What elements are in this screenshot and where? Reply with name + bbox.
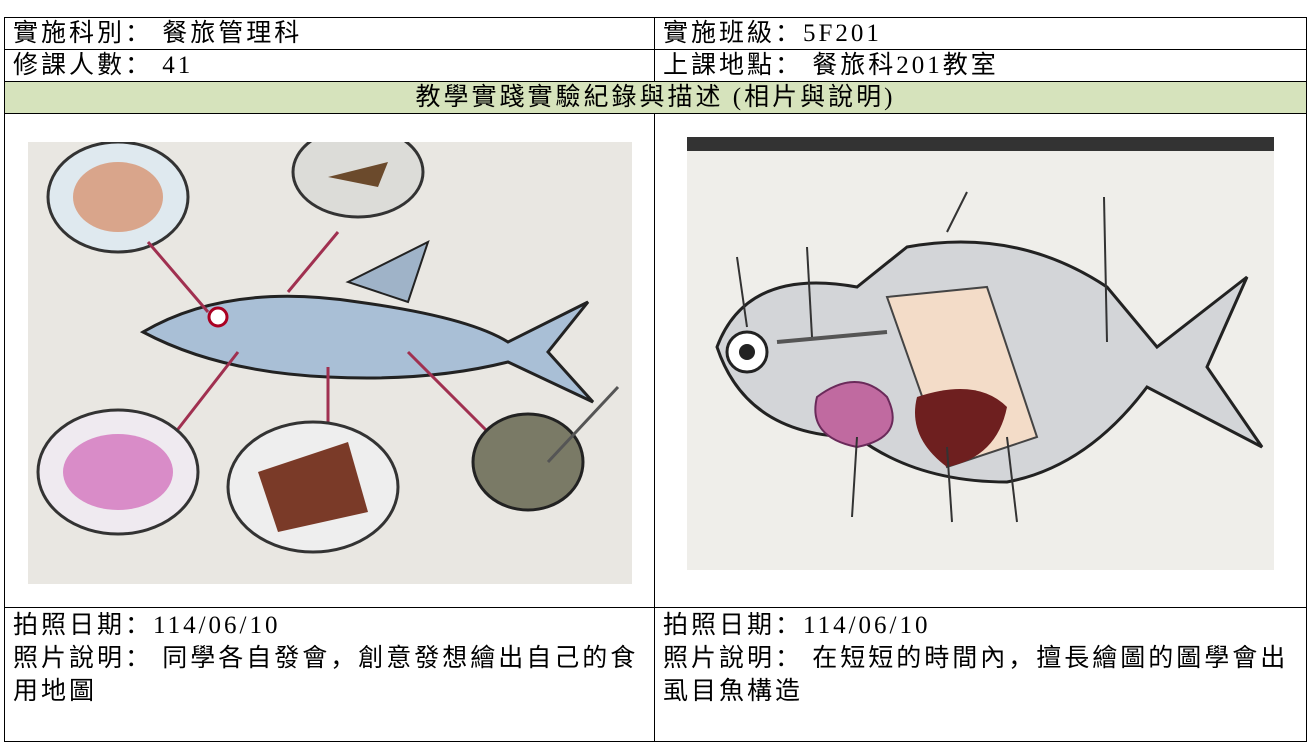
photo-caption: 照片說明： 在短短的時間內，擅長繪圖的圖學會出虱目魚構造 (663, 645, 1289, 705)
table-row: 實施科別： 餐旅管理科 實施班級：5F201 (4, 17, 1307, 50)
table-row: 修課人數： 41 上課地點： 餐旅科201教室 (4, 49, 1307, 82)
photo-description: 拍照日期：114/06/10 照片說明： 在短短的時間內，擅長繪圖的圖學會出虱目… (654, 607, 1307, 742)
photo (687, 137, 1274, 570)
photo-row (4, 113, 1307, 608)
record-table: 實施科別： 餐旅管理科 實施班級：5F201 修課人數： 41 上課地點： 餐旅… (4, 17, 1307, 742)
photo-date: 拍照日期：114/06/10 (663, 612, 931, 639)
photo-cell (4, 113, 655, 608)
photo-cell (654, 113, 1307, 608)
photo (27, 141, 632, 584)
photo-date: 拍照日期：114/06/10 (13, 612, 281, 639)
photo-caption: 照片說明： 同學各自發會，創意發想繪出自己的食用地圖 (13, 645, 639, 705)
photo-description: 拍照日期：114/06/10 照片說明： 同學各自發會，創意發想繪出自己的食用地… (4, 607, 655, 742)
table-cell: 上課地點： 餐旅科201教室 (654, 49, 1307, 82)
table-cell: 修課人數： 41 (4, 49, 655, 82)
table-row: 拍照日期：114/06/10 照片說明： 同學各自發會，創意發想繪出自己的食用地… (4, 607, 1307, 742)
table-row: 教學實踐實驗紀錄與描述 (相片與說明) (4, 81, 1307, 114)
table-cell: 實施班級：5F201 (654, 17, 1307, 50)
table-cell: 實施科別： 餐旅管理科 (4, 17, 655, 50)
section-header: 教學實踐實驗紀錄與描述 (相片與說明) (4, 81, 1307, 114)
